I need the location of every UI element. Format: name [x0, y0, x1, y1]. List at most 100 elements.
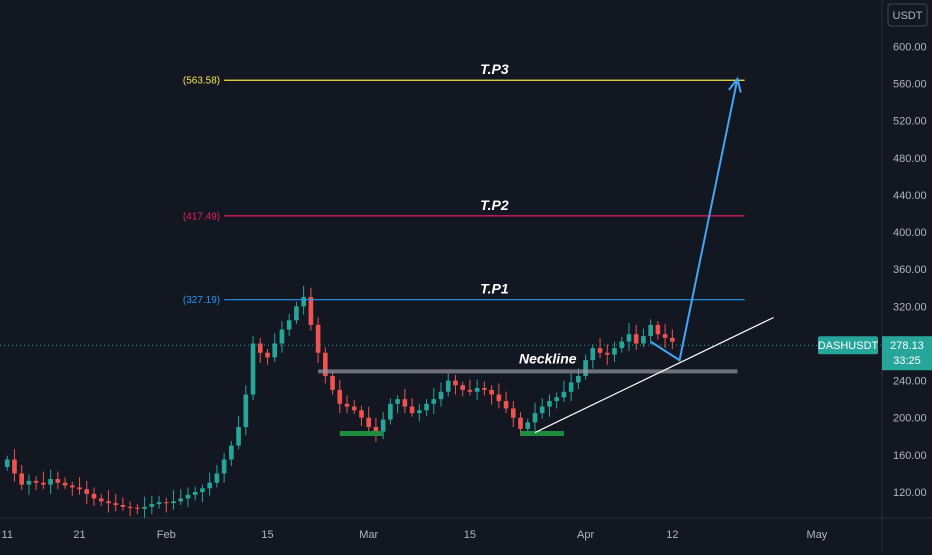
candle-body [424, 403, 429, 411]
candle-body [236, 427, 241, 446]
candle-body [532, 413, 538, 423]
symbol-badge[interactable] [818, 336, 878, 355]
price-tick-label: 560.00 [893, 79, 927, 91]
candle-body [84, 489, 90, 494]
time-axis[interactable]: 11 21 Feb 15 Mar 15 Apr 12 May [0, 517, 932, 541]
candle-body [337, 389, 343, 404]
candle-body [149, 504, 155, 507]
candle-body [670, 337, 675, 342]
candle-body [301, 297, 306, 307]
candle-body [482, 388, 487, 390]
candle-body [192, 492, 198, 495]
symbol-label: DASHUSDT [818, 340, 879, 352]
candle-body [12, 459, 17, 474]
drawings-layer: Neckline (563.58) T.P3 (417.49) T.P2 (327.19)… [0, 61, 882, 437]
candle-body [178, 498, 184, 502]
candle-body [445, 380, 451, 392]
candle-body [279, 329, 285, 344]
candle-body [33, 480, 39, 483]
candle-body [597, 348, 603, 353]
candle-body [583, 360, 588, 376]
candle-body [518, 417, 523, 429]
candle-body [135, 507, 140, 509]
target-name-label: T.P2 [480, 197, 509, 213]
candle-body [539, 406, 545, 414]
candle-body [568, 382, 574, 392]
time-tick-label: May [807, 529, 828, 541]
time-tick-label: 15 [464, 529, 476, 541]
candle-body [438, 391, 444, 400]
candle-body [207, 482, 212, 489]
time-tick-label: 21 [73, 529, 85, 541]
price-axis-background [882, 0, 932, 550]
candle-body [510, 408, 516, 418]
price-axis[interactable]: 120.00160.00200.00240.00280.00320.00360.… [818, 0, 932, 550]
candle-body [113, 503, 118, 506]
candle-body [460, 385, 466, 390]
price-tick-label: 320.00 [893, 301, 927, 313]
candle-body [554, 397, 559, 402]
candle-body [576, 375, 581, 383]
price-tick-label: 240.00 [893, 376, 927, 388]
candle-body [409, 406, 415, 414]
candle-body [265, 352, 270, 358]
time-tick-label: Feb [157, 529, 176, 541]
candle-body [351, 406, 357, 411]
candle-body [127, 506, 133, 508]
price-tick-label: 400.00 [893, 227, 927, 239]
currency-box[interactable] [887, 3, 928, 27]
candles-layer [4, 285, 675, 519]
projection-arrow [650, 78, 739, 362]
target-value-label: (327.19) [183, 295, 220, 306]
candle-body [525, 422, 531, 429]
candle-body [315, 324, 321, 353]
candle-body [655, 324, 661, 335]
candle-body [221, 459, 227, 474]
target-name-label: T.P1 [480, 281, 509, 297]
candle-body [604, 352, 610, 355]
time-tick-label: 12 [666, 529, 678, 541]
candle-body [366, 417, 372, 428]
candle-body [344, 403, 350, 407]
price-tick-label: 120.00 [893, 487, 927, 499]
candle-body [77, 487, 82, 490]
candle-body [633, 334, 639, 344]
candle-countdown: 33:25 [893, 355, 921, 367]
candle-body [272, 343, 278, 358]
candle-body [503, 401, 509, 409]
trendline [534, 316, 774, 434]
price-tick-label: 520.00 [893, 116, 927, 128]
last-price-value: 278.13 [890, 340, 924, 352]
candle-body [431, 399, 437, 404]
candle-body [619, 341, 625, 349]
candle-body [257, 343, 263, 353]
candle-body [250, 343, 256, 395]
price-tick-label: 600.00 [893, 41, 927, 53]
candle-body [62, 482, 68, 486]
projection-arrowhead [728, 76, 742, 93]
candle-body [474, 388, 480, 392]
candle-body [214, 473, 220, 483]
candle-body [662, 334, 668, 338]
candle-body [453, 380, 458, 386]
candle-body [200, 488, 205, 493]
candle-body [380, 419, 386, 432]
candle-body [395, 399, 400, 404]
price-tick-label: 360.00 [893, 264, 927, 276]
candle-body [330, 375, 335, 390]
candle-body [294, 306, 299, 321]
price-tick-label: 480.00 [893, 153, 927, 165]
candle-body [26, 480, 32, 485]
candle-body [359, 410, 364, 418]
candle-body [19, 473, 25, 485]
candle-body [4, 459, 10, 467]
candle-body [496, 394, 502, 402]
candle-body [641, 336, 646, 344]
candle-body [106, 501, 111, 504]
candle-body [308, 297, 314, 325]
price-tick-label: 200.00 [893, 413, 927, 425]
candle-body [91, 493, 97, 499]
price-tick-label: 440.00 [893, 190, 927, 202]
